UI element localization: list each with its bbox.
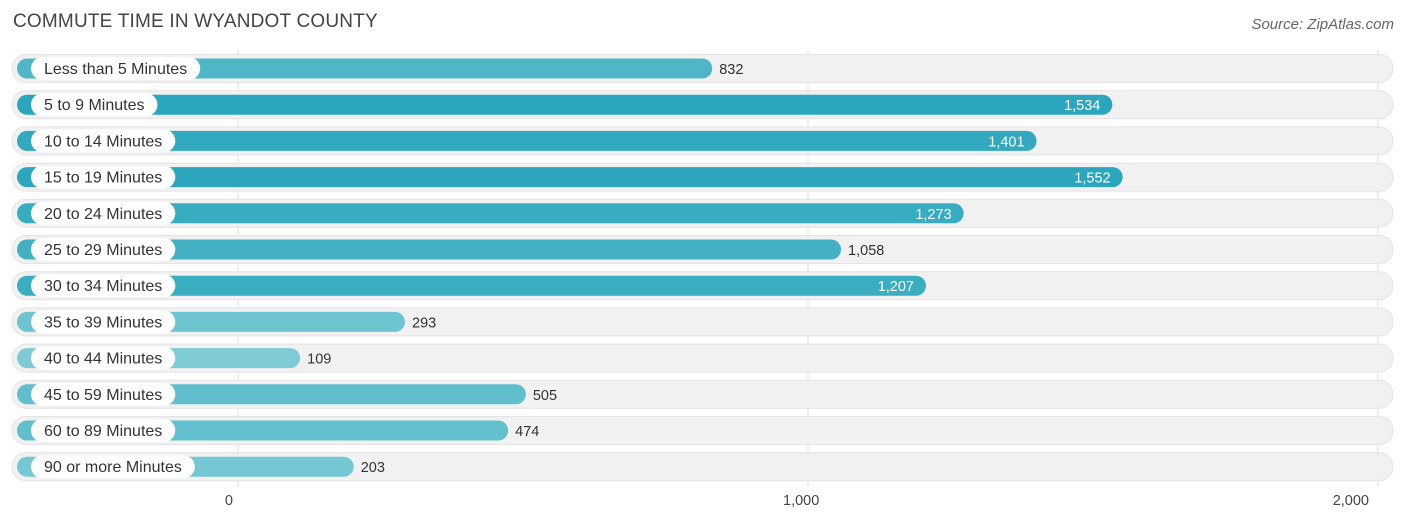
category-label: 20 to 24 Minutes [44, 206, 162, 223]
chart-source: Source: ZipAtlas.com [1251, 16, 1394, 33]
value-label: 203 [361, 460, 385, 476]
x-axis: 0 1,000 2,000 [225, 493, 1369, 509]
value-label: 832 [719, 62, 743, 78]
bar-row: 20 to 24 Minutes 1,273 [11, 198, 1394, 228]
bar [17, 167, 1123, 188]
chart-title: COMMUTE TIME IN WYANDOT COUNTY [13, 11, 378, 32]
value-label: 109 [307, 352, 331, 368]
category-label: 45 to 59 Minutes [44, 387, 162, 404]
bar-row: 5 to 9 Minutes 1,534 [11, 90, 1394, 120]
bar-row: 60 to 89 Minutes 474 [11, 416, 1394, 445]
category-pill [31, 310, 176, 334]
bar-row: Less than 5 Minutes 832 [11, 54, 1394, 83]
category-label: Less than 5 Minutes [44, 61, 187, 78]
bar-row: 25 to 29 Minutes 1,058 [11, 235, 1394, 264]
category-label: 90 or more Minutes [44, 459, 182, 476]
bar-row: 90 or more Minutes 203 [11, 452, 1394, 482]
category-label: 35 to 39 Minutes [44, 314, 162, 331]
value-label: 1,534 [1064, 98, 1100, 114]
value-label: 505 [533, 388, 557, 404]
bar-row: 10 to 14 Minutes 1,401 [11, 126, 1394, 156]
x-tick-label: 1,000 [783, 493, 819, 509]
category-label: 40 to 44 Minutes [44, 351, 162, 368]
bar-rows: Less than 5 Minutes 832 5 to 9 Minutes 1,53… [11, 54, 1394, 482]
category-pill [31, 57, 201, 80]
category-pill [31, 455, 195, 479]
bar [17, 275, 926, 296]
category-pill [31, 419, 176, 442]
bar-track [11, 452, 1394, 482]
bar-row: 30 to 34 Minutes 1,207 [11, 271, 1394, 301]
category-pill [31, 93, 158, 117]
value-label: 1,401 [988, 134, 1024, 150]
category-label: 30 to 34 Minutes [44, 278, 162, 295]
category-pill [31, 382, 176, 406]
x-tick-label: 0 [225, 493, 233, 509]
value-label: 1,058 [848, 243, 884, 259]
category-pill [31, 346, 176, 370]
bar-row: 35 to 39 Minutes 293 [11, 307, 1394, 337]
category-label: 10 to 14 Minutes [44, 133, 162, 150]
value-label: 1,207 [878, 279, 914, 295]
category-label: 5 to 9 Minutes [44, 97, 145, 114]
category-pill [31, 274, 176, 298]
category-label: 60 to 89 Minutes [44, 423, 162, 440]
bar [17, 94, 1113, 115]
bar [17, 239, 842, 260]
category-pill [31, 165, 176, 189]
gridlines [237, 50, 1379, 487]
bar [17, 203, 964, 224]
bar-track [11, 343, 1394, 373]
x-tick-label: 2,000 [1333, 493, 1369, 509]
value-label: 1,273 [915, 207, 951, 223]
category-pill [31, 129, 176, 153]
value-label: 1,552 [1074, 171, 1110, 187]
category-pill [31, 238, 176, 261]
category-label: 15 to 19 Minutes [44, 170, 162, 187]
category-pill [31, 201, 176, 225]
bar-row: 15 to 19 Minutes 1,552 [11, 162, 1394, 192]
category-label: 25 to 29 Minutes [44, 242, 162, 259]
bar-row: 40 to 44 Minutes 109 [11, 343, 1394, 373]
value-label: 293 [412, 315, 436, 331]
bar [17, 130, 1037, 151]
bar-row: 45 to 59 Minutes 505 [11, 379, 1394, 409]
value-label: 474 [515, 424, 539, 440]
